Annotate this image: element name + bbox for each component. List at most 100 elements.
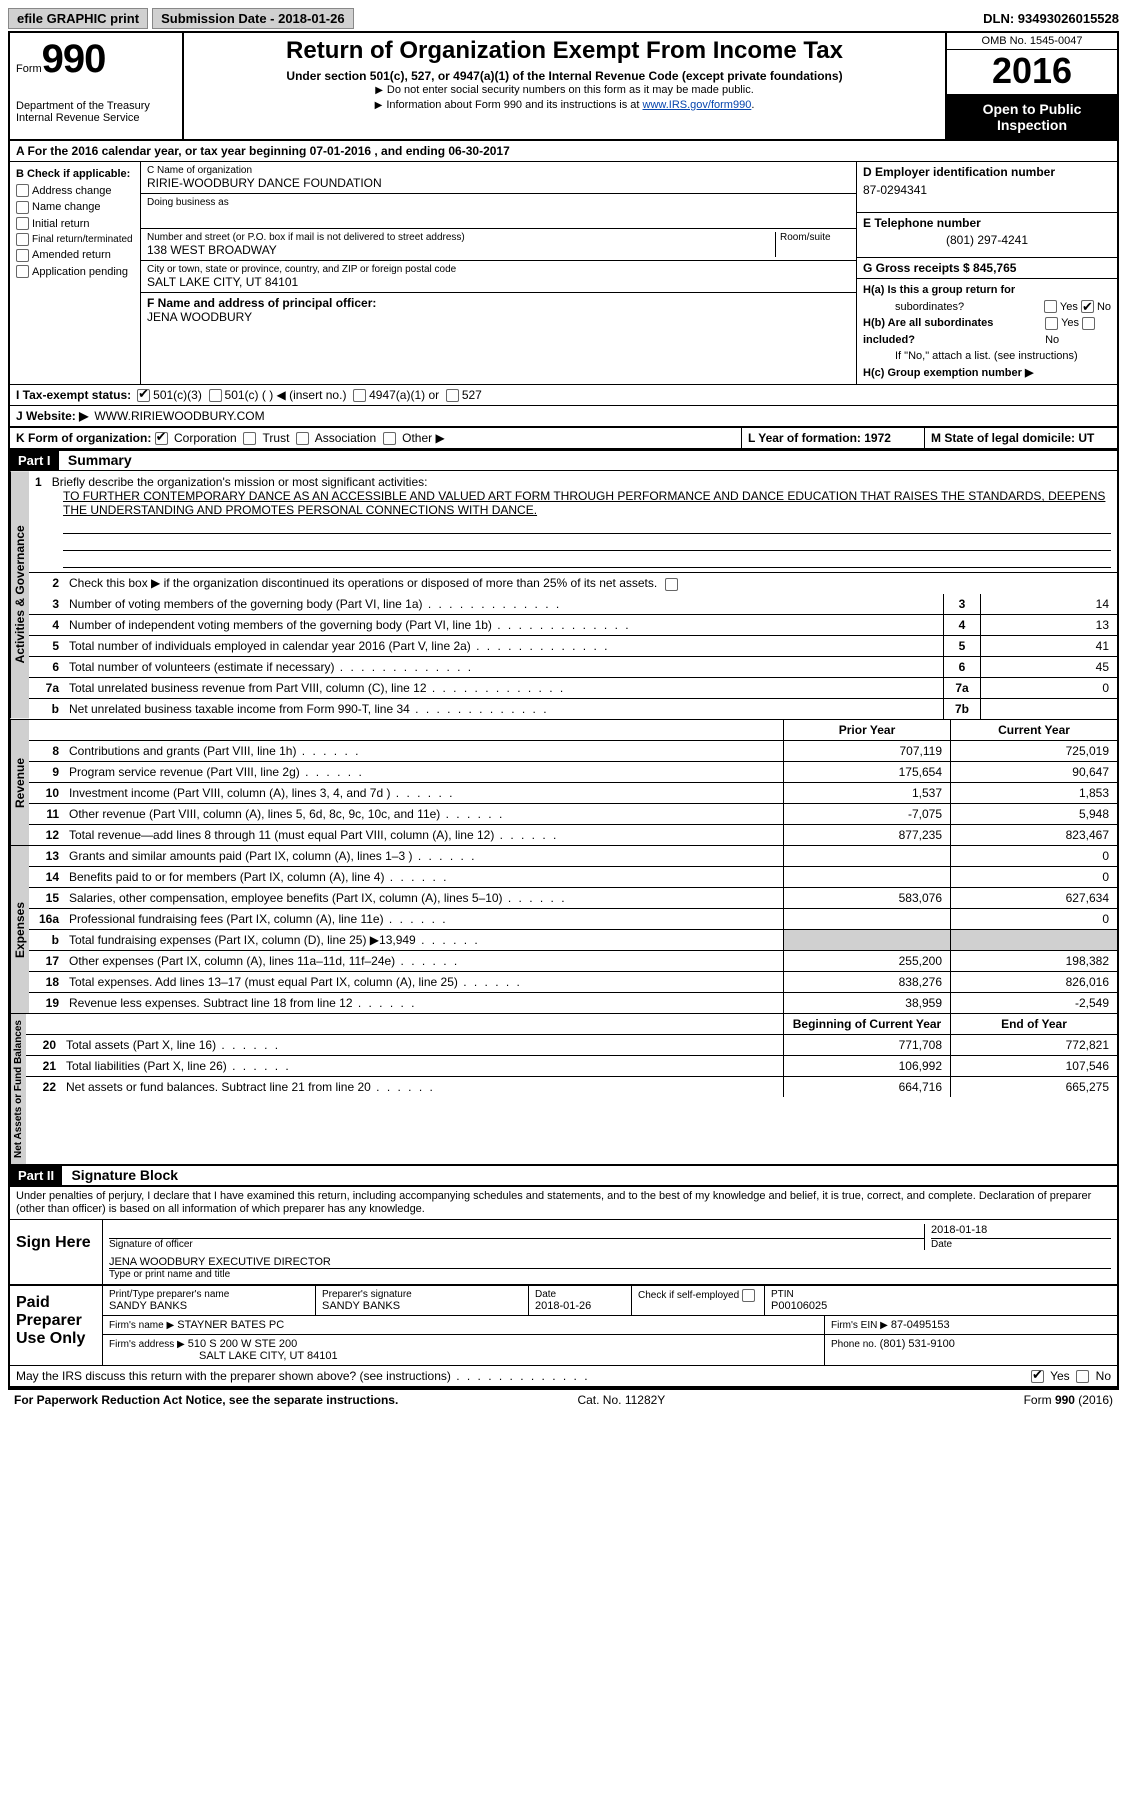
k-corp-check[interactable] bbox=[155, 432, 168, 445]
f-label: F Name and address of principal officer: bbox=[147, 296, 850, 310]
tax-year: 2016 bbox=[947, 50, 1117, 95]
summary-row: 7aTotal unrelated business revenue from … bbox=[29, 677, 1117, 698]
prep-sig: SANDY BANKS bbox=[322, 1300, 522, 1312]
k-assoc-check[interactable] bbox=[296, 432, 309, 445]
footer-mid: Cat. No. 11282Y bbox=[577, 1393, 665, 1407]
e-phone: (801) 297-4241 bbox=[863, 230, 1111, 247]
prep-date: 2018-01-26 bbox=[535, 1300, 625, 1312]
fin-row: 12Total revenue—add lines 8 through 11 (… bbox=[29, 824, 1117, 845]
col-d: D Employer identification number 87-0294… bbox=[857, 162, 1117, 384]
submission-date: Submission Date - 2018-01-26 bbox=[152, 8, 354, 29]
discuss-yes-check[interactable] bbox=[1031, 1370, 1044, 1383]
sig-officer-label: Signature of officer bbox=[109, 1239, 924, 1250]
penalties-text: Under penalties of perjury, I declare th… bbox=[10, 1186, 1117, 1219]
e-phone-box: E Telephone number (801) 297-4241 bbox=[857, 213, 1117, 258]
d-ein: 87-0294341 bbox=[863, 179, 1111, 197]
i-501c3-check[interactable] bbox=[137, 389, 150, 402]
sig-date-val: 2018-01-18 bbox=[931, 1224, 1111, 1239]
d-ein-label: D Employer identification number bbox=[863, 165, 1111, 179]
form-number: 990 bbox=[42, 37, 106, 81]
part-i-title: Summary bbox=[62, 452, 132, 468]
e-phone-label: E Telephone number bbox=[863, 216, 1111, 230]
c-street-box: Number and street (or P.O. box if mail i… bbox=[141, 229, 856, 261]
dept-treasury: Department of the Treasury Internal Reve… bbox=[16, 100, 176, 124]
line2-check[interactable] bbox=[665, 578, 678, 591]
efile-button[interactable]: efile GRAPHIC print bbox=[8, 8, 148, 29]
open-line2: Inspection bbox=[949, 117, 1115, 133]
summary-row: 4Number of independent voting members of… bbox=[29, 614, 1117, 635]
footer-right: Form 990 (2016) bbox=[1024, 1393, 1113, 1407]
self-emp-check[interactable] bbox=[742, 1289, 755, 1302]
row-i-tax-status: I Tax-exempt status: 501(c)(3) 501(c) ( … bbox=[10, 385, 1117, 406]
tab-expenses: Expenses bbox=[10, 846, 29, 1013]
net-section: Net Assets or Fund Balances Beginning of… bbox=[10, 1014, 1117, 1164]
hb-line: H(b) Are all subordinates included? bbox=[863, 315, 1045, 348]
hb-yes-check[interactable] bbox=[1045, 317, 1058, 330]
hdr-end: End of Year bbox=[950, 1014, 1117, 1034]
b-opt-address[interactable]: Address change bbox=[16, 183, 134, 200]
open-inspection: Open to Public Inspection bbox=[947, 95, 1117, 139]
paid-preparer-label: PaidPreparerUse Only bbox=[10, 1286, 103, 1365]
section-bcd: B Check if applicable: Address change Na… bbox=[10, 162, 1117, 385]
summary-row: 6Total number of volunteers (estimate if… bbox=[29, 656, 1117, 677]
expenses-section: Expenses 13Grants and similar amounts pa… bbox=[10, 846, 1117, 1014]
info-prefix: Information about Form 990 and its instr… bbox=[375, 99, 643, 111]
sign-here-section: Sign Here Signature of officer 2018-01-1… bbox=[10, 1219, 1117, 1285]
firm-addr2: SALT LAKE CITY, UT 84101 bbox=[109, 1350, 338, 1362]
ha-sub: subordinates? bbox=[863, 299, 964, 316]
prep-name: SANDY BANKS bbox=[109, 1300, 309, 1312]
hb-note: If "No," attach a list. (see instruction… bbox=[863, 348, 1111, 365]
firm-addr1: 510 S 200 W STE 200 bbox=[188, 1338, 297, 1350]
hb-no-check[interactable] bbox=[1082, 317, 1095, 330]
header-right: OMB No. 1545-0047 2016 Open to Public In… bbox=[945, 33, 1117, 139]
c-city-label: City or town, state or province, country… bbox=[147, 264, 850, 275]
prep-sig-label: Preparer's signature bbox=[322, 1289, 522, 1300]
row-a-tax-year: A For the 2016 calendar year, or tax yea… bbox=[10, 141, 1117, 162]
fin-row: 17Other expenses (Part IX, column (A), l… bbox=[29, 950, 1117, 971]
header-left: Form990 Department of the Treasury Inter… bbox=[10, 33, 184, 139]
b-opt-amended[interactable]: Amended return bbox=[16, 247, 134, 264]
firm-ein-label: Firm's EIN ▶ bbox=[831, 1320, 888, 1331]
header-mid: Return of Organization Exempt From Incom… bbox=[184, 33, 945, 139]
summary-row: bNet unrelated business taxable income f… bbox=[29, 698, 1117, 719]
irs-link[interactable]: www.IRS.gov/form990 bbox=[643, 99, 752, 111]
h-group-box: H(a) Is this a group return for subordin… bbox=[857, 279, 1117, 384]
activities-section: Activities & Governance 1 Briefly descri… bbox=[10, 471, 1117, 719]
ha-yes-check[interactable] bbox=[1044, 300, 1057, 313]
tab-revenue: Revenue bbox=[10, 720, 29, 845]
dept-line2: Internal Revenue Service bbox=[16, 112, 176, 124]
form-subtitle: Under section 501(c), 527, or 4947(a)(1)… bbox=[192, 69, 937, 83]
paid-preparer-section: PaidPreparerUse Only Print/Type preparer… bbox=[10, 1285, 1117, 1365]
line1-briefly: 1 Briefly describe the organization's mi… bbox=[29, 471, 1117, 572]
f-name: JENA WOODBURY bbox=[147, 310, 850, 324]
k-other-check[interactable] bbox=[383, 432, 396, 445]
b-opt-name[interactable]: Name change bbox=[16, 199, 134, 216]
ha-no-check[interactable] bbox=[1081, 300, 1094, 313]
c-dba-label: Doing business as bbox=[147, 197, 850, 208]
k-trust-check[interactable] bbox=[243, 432, 256, 445]
c-street: 138 WEST BROADWAY bbox=[147, 243, 771, 257]
col-c: C Name of organization RIRIE-WOODBURY DA… bbox=[141, 162, 857, 384]
i-501c-check[interactable] bbox=[209, 389, 222, 402]
fin-row: 16aProfessional fundraising fees (Part I… bbox=[29, 908, 1117, 929]
b-opt-final[interactable]: Final return/terminated bbox=[16, 232, 134, 247]
c-name-box: C Name of organization RIRIE-WOODBURY DA… bbox=[141, 162, 856, 194]
i-4947-check[interactable] bbox=[353, 389, 366, 402]
i-527-check[interactable] bbox=[446, 389, 459, 402]
b-opt-initial[interactable]: Initial return bbox=[16, 216, 134, 233]
sign-here-label: Sign Here bbox=[10, 1220, 103, 1284]
c-city: SALT LAKE CITY, UT 84101 bbox=[147, 275, 850, 289]
b-opt-pending[interactable]: Application pending bbox=[16, 264, 134, 281]
discuss-no-check[interactable] bbox=[1076, 1370, 1089, 1383]
fin-row: 14Benefits paid to or for members (Part … bbox=[29, 866, 1117, 887]
tab-activities: Activities & Governance bbox=[10, 471, 29, 718]
f-officer-box: F Name and address of principal officer:… bbox=[141, 293, 856, 327]
form-header: Form990 Department of the Treasury Inter… bbox=[10, 33, 1117, 141]
form-word: Form bbox=[16, 63, 42, 75]
c-room-label: Room/suite bbox=[780, 232, 850, 243]
part-i-badge: Part I bbox=[10, 451, 59, 470]
ptin-val: P00106025 bbox=[771, 1300, 1111, 1312]
line2-text: Check this box ▶ if the organization dis… bbox=[65, 573, 1117, 593]
fin-row: 15Salaries, other compensation, employee… bbox=[29, 887, 1117, 908]
fin-row: bTotal fundraising expenses (Part IX, co… bbox=[29, 929, 1117, 950]
